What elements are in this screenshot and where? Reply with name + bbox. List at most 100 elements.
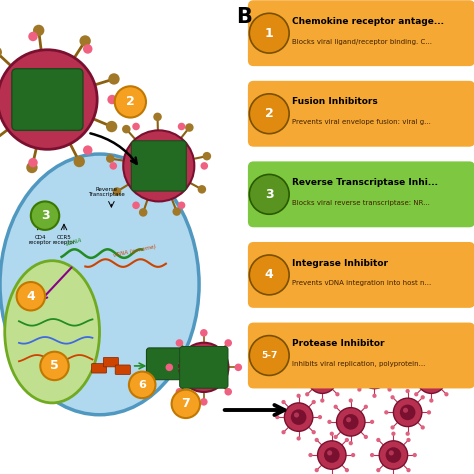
Circle shape — [113, 187, 121, 196]
Circle shape — [384, 410, 388, 414]
Circle shape — [420, 395, 425, 400]
Circle shape — [376, 468, 381, 472]
FancyBboxPatch shape — [12, 69, 83, 130]
Circle shape — [106, 155, 115, 163]
Circle shape — [305, 392, 310, 396]
Circle shape — [165, 364, 173, 371]
Circle shape — [408, 377, 412, 381]
Text: 5-7: 5-7 — [261, 351, 277, 360]
Text: Reverse
Transcriptase: Reverse Transcriptase — [88, 187, 125, 197]
Circle shape — [343, 414, 358, 429]
FancyBboxPatch shape — [248, 242, 474, 308]
Circle shape — [83, 146, 92, 155]
Circle shape — [176, 388, 183, 395]
Circle shape — [427, 374, 432, 380]
Text: CCR5
receptor: CCR5 receptor — [53, 235, 75, 246]
Circle shape — [318, 374, 323, 380]
Text: Blocks viral reverse transcriptase: NR...: Blocks viral reverse transcriptase: NR..… — [292, 200, 429, 206]
Text: vRNA (genome): vRNA (genome) — [113, 245, 157, 258]
Text: 5: 5 — [50, 359, 59, 373]
Circle shape — [320, 398, 324, 402]
FancyBboxPatch shape — [248, 0, 474, 66]
Circle shape — [360, 360, 389, 389]
Text: Prevents viral envelope fusion: viral g...: Prevents viral envelope fusion: viral g.… — [292, 119, 430, 125]
Circle shape — [357, 387, 362, 392]
Circle shape — [26, 162, 37, 173]
Circle shape — [305, 362, 310, 366]
Text: 4: 4 — [265, 268, 273, 282]
Circle shape — [327, 420, 331, 424]
Circle shape — [80, 35, 91, 46]
Circle shape — [315, 372, 330, 387]
FancyBboxPatch shape — [91, 364, 107, 373]
Circle shape — [370, 370, 375, 375]
Text: 2: 2 — [126, 95, 135, 109]
Circle shape — [106, 121, 118, 132]
Circle shape — [308, 365, 337, 393]
Text: Prevents vDNA integration into host n...: Prevents vDNA integration into host n... — [292, 281, 431, 286]
Text: Protease Inhibitor: Protease Inhibitor — [292, 339, 384, 348]
Circle shape — [202, 152, 211, 160]
Text: B: B — [236, 7, 252, 27]
FancyBboxPatch shape — [146, 348, 183, 380]
Circle shape — [391, 395, 395, 400]
Circle shape — [427, 410, 431, 414]
Circle shape — [334, 405, 338, 409]
Circle shape — [391, 431, 395, 436]
Circle shape — [444, 362, 448, 366]
Circle shape — [405, 389, 410, 393]
Circle shape — [320, 356, 324, 360]
Circle shape — [284, 403, 313, 431]
Circle shape — [400, 405, 415, 420]
Circle shape — [351, 373, 355, 376]
Circle shape — [108, 73, 119, 85]
Circle shape — [200, 329, 208, 337]
Circle shape — [308, 453, 312, 457]
Circle shape — [385, 447, 401, 463]
Circle shape — [373, 351, 376, 356]
Text: 3: 3 — [41, 209, 49, 222]
Circle shape — [297, 436, 301, 441]
Circle shape — [294, 412, 299, 418]
Circle shape — [444, 392, 448, 396]
Circle shape — [201, 162, 208, 170]
Circle shape — [73, 156, 85, 167]
Circle shape — [335, 392, 339, 396]
Text: Integrase Inhibitor: Integrase Inhibitor — [292, 259, 388, 267]
Circle shape — [329, 431, 334, 436]
Circle shape — [282, 400, 286, 404]
FancyBboxPatch shape — [248, 161, 474, 228]
Text: 4: 4 — [27, 290, 35, 303]
Circle shape — [367, 367, 383, 382]
Circle shape — [370, 453, 374, 457]
Circle shape — [348, 398, 353, 403]
Circle shape — [28, 32, 38, 41]
Circle shape — [403, 408, 408, 413]
Text: 2: 2 — [265, 107, 273, 120]
Circle shape — [249, 255, 289, 295]
Circle shape — [311, 430, 316, 434]
Circle shape — [406, 468, 410, 472]
Text: Inhibits viral replication, polyprotein...: Inhibits viral replication, polyprotein.… — [292, 361, 425, 367]
Circle shape — [33, 25, 45, 36]
Circle shape — [153, 113, 162, 121]
Circle shape — [129, 372, 155, 398]
Circle shape — [420, 425, 425, 429]
Circle shape — [200, 398, 208, 406]
Circle shape — [224, 388, 232, 395]
Circle shape — [414, 392, 419, 396]
Text: Blocks viral ligand/receptor binding. C...: Blocks viral ligand/receptor binding. C.… — [292, 39, 431, 45]
Circle shape — [83, 44, 92, 54]
Circle shape — [315, 438, 319, 442]
FancyBboxPatch shape — [103, 357, 118, 367]
Circle shape — [357, 357, 362, 362]
Circle shape — [299, 377, 303, 381]
Circle shape — [337, 408, 365, 436]
Circle shape — [275, 415, 279, 419]
Circle shape — [17, 282, 45, 310]
Circle shape — [291, 410, 306, 425]
Circle shape — [311, 400, 316, 404]
Circle shape — [417, 365, 446, 393]
Circle shape — [315, 468, 319, 472]
Text: 6: 6 — [138, 380, 146, 390]
